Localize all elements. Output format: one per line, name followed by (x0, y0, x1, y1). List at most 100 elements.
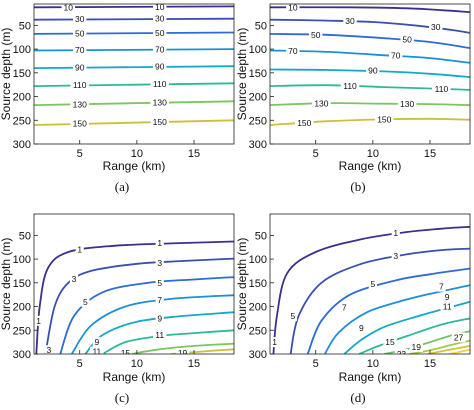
panel-d-contour-11 (358, 317, 470, 354)
panel-b-xtick-label: 15 (424, 148, 436, 160)
panel-a-frame (33, 3, 235, 145)
panel-c-contour-7 (70, 294, 234, 354)
panel-a-contour-label-130: 130 (153, 98, 167, 108)
panel-a-ytick-label: 50 (19, 20, 31, 32)
panel-d-contour-label-15: 15 (385, 337, 395, 347)
panel-c-contour-label-9: 9 (94, 337, 99, 347)
panel-d-contour-27 (449, 348, 470, 354)
panel-b-label-bg (340, 81, 360, 92)
panel-d-label-bg (340, 302, 349, 313)
panel-c-contour-label-11: 11 (155, 330, 164, 340)
panel-d-contour-9 (343, 300, 470, 354)
panel-a-contour-110 (34, 82, 234, 87)
panel-d-label-bg (409, 341, 423, 352)
panel-c-frame (33, 213, 235, 355)
panel-b-contour-label-30: 30 (345, 16, 355, 26)
panel-c-label-bg (155, 294, 164, 305)
panel-d-contour-label-3: 3 (393, 251, 398, 261)
panel-c-contour-label-7: 7 (157, 295, 162, 305)
panel-b-contour-70 (270, 49, 470, 64)
panel-d-contour-label-9: 9 (359, 323, 364, 333)
panel-a-contour-label-90: 90 (75, 63, 85, 73)
panel-a-y-axis-label: Source depth (m) (0, 28, 13, 121)
panel-a-contour-label-30: 30 (155, 14, 165, 24)
panel-c-caption: (c) (115, 390, 129, 405)
panel-b-label-bg (389, 50, 403, 61)
panel-a-contour-label-110: 110 (153, 79, 167, 89)
panel-d-contour-23 (427, 345, 470, 354)
panel-c-xtick-label: 5 (77, 358, 83, 370)
panel-a-contour-70 (34, 48, 234, 52)
panel-c-label-bg (44, 345, 53, 354)
panel-a-label-bg (150, 79, 170, 90)
panel-a-label-bg (61, 4, 75, 13)
panel-d-label-bg (357, 322, 366, 333)
panel-b-contour-10 (270, 6, 470, 13)
panel-c-xtick-label: 10 (131, 358, 143, 370)
panel-c-ytick-label: 300 (13, 349, 31, 361)
panel-c-label-bg (155, 257, 164, 268)
panel-d-contour-1 (272, 225, 470, 354)
panel-c-contour-label-19: 19 (178, 348, 188, 358)
panel-c-label-bg (155, 313, 164, 324)
panel-b-contour-label-70: 70 (391, 51, 401, 61)
panel-b-label-bg (397, 99, 417, 110)
panel-c-ytick-label: 150 (13, 278, 31, 290)
panel-c-contour-label-1: 1 (157, 238, 162, 248)
panel-a-xtick-label: 15 (188, 148, 200, 160)
panel-a-contour-label-30: 30 (75, 14, 85, 24)
panel-c-label-bg (81, 296, 90, 307)
panel-d-contour-label-11: 11 (443, 302, 452, 312)
panel-c-label-bg (118, 348, 133, 354)
panel-d-frame (269, 213, 471, 355)
panel-b-contour-label-130: 130 (400, 99, 414, 109)
panel-b-label-bg (343, 16, 357, 27)
panel-c-contour-label-5: 5 (83, 297, 88, 307)
panel-d-label-bg (451, 332, 466, 343)
panel-b-contour-label-50: 50 (402, 35, 412, 45)
panel-d-label-bg (443, 292, 452, 303)
panel-b-label-bg (286, 45, 300, 56)
panel-b-contour-label-10: 10 (288, 2, 298, 12)
panel-b-ytick-label: 100 (249, 44, 267, 56)
panel-d-contour-label-5: 5 (290, 311, 295, 321)
panel-c-contour-label-5: 5 (157, 278, 162, 288)
panel-a-label-bg (153, 4, 167, 12)
panel-c-label-bg (155, 237, 164, 248)
panel-c-x-axis-label: Range (km) (103, 370, 166, 384)
panel-b-contour-130 (270, 102, 470, 106)
panel-b-xtick-label: 10 (367, 148, 379, 160)
panel-d-caption: (d) (350, 390, 365, 405)
panel-c-ytick-label: 250 (13, 325, 31, 337)
panel-d-contour-label-1: 1 (393, 228, 398, 238)
panel-d-label-bg (394, 349, 409, 354)
panel-c-contour-1 (35, 240, 234, 354)
panel-b-x-axis-label: Range (km) (339, 159, 402, 173)
panel-c-contour-label-11: 11 (92, 347, 101, 357)
panel-b-y-axis-label: Source depth (m) (235, 28, 249, 121)
panel-a-contours (34, 5, 234, 126)
panel-d-xtick-label: 15 (424, 358, 436, 370)
panel-b-contour-label-110: 110 (343, 81, 357, 91)
panel-c-contour-label-1: 1 (36, 316, 41, 326)
panel-d-x-axis-label: Range (km) (339, 370, 402, 384)
panel-b-contour-label-90: 90 (368, 65, 378, 75)
panel-c-label-bg (155, 277, 164, 288)
panel-a-contour-label-150: 150 (153, 117, 167, 127)
panel-b-contour-90 (270, 68, 470, 78)
panel-c-contour-label-1: 1 (77, 245, 82, 255)
panel-a-xtick-label: 10 (131, 148, 143, 160)
panel-a-contour-label-10: 10 (64, 2, 74, 12)
panel-d-contour-label-7: 7 (342, 302, 347, 312)
panel-c-contour-5 (59, 276, 234, 354)
panel-c-contour-label-3: 3 (72, 274, 77, 284)
panel-b-ytick-label: 50 (255, 20, 267, 32)
panel-b-label-bg (286, 4, 300, 13)
panel-d-contour-label-19: 19 (412, 342, 422, 352)
panel-d-ytick-label: 100 (249, 254, 267, 266)
panel-d-label-bg (368, 278, 377, 289)
